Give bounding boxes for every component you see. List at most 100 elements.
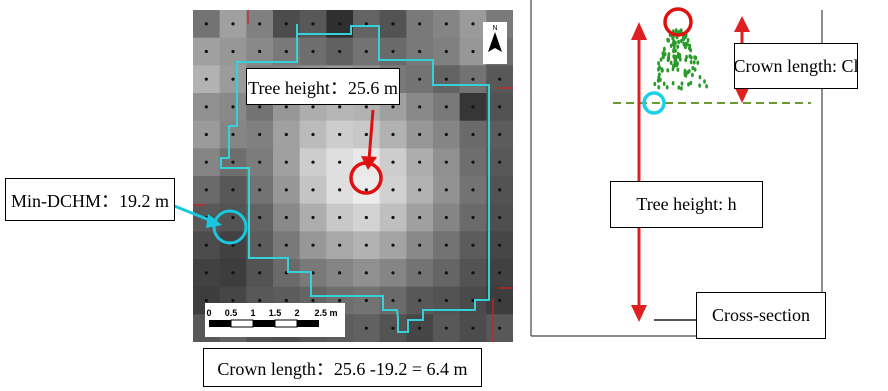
grid-point bbox=[204, 160, 208, 164]
leaf-point bbox=[667, 56, 671, 62]
grid-point bbox=[364, 22, 368, 26]
grid-point bbox=[338, 298, 342, 303]
leaf-point bbox=[683, 70, 687, 76]
grid-point bbox=[284, 298, 288, 303]
leaf-point bbox=[669, 60, 673, 65]
leaf-point bbox=[672, 63, 675, 69]
grid-point bbox=[338, 243, 342, 247]
grid-point bbox=[498, 160, 502, 164]
grid-point bbox=[471, 132, 475, 137]
grid-point bbox=[284, 160, 288, 164]
leaf-point bbox=[662, 47, 666, 52]
grid-point bbox=[471, 22, 475, 26]
leaf-point bbox=[689, 60, 693, 65]
grid-point bbox=[364, 215, 368, 220]
leaf-point bbox=[689, 55, 693, 60]
leaf-point bbox=[674, 48, 677, 53]
grid-point bbox=[364, 105, 368, 109]
leaf-point bbox=[659, 57, 663, 62]
leaf-point bbox=[678, 55, 682, 60]
grid-point bbox=[444, 215, 448, 220]
crown-outline bbox=[220, 24, 490, 333]
grid-point bbox=[204, 132, 208, 137]
leaf-point bbox=[693, 67, 697, 72]
grid-point bbox=[338, 22, 342, 26]
leaf-point bbox=[665, 85, 669, 90]
min-dchm-circle bbox=[212, 209, 248, 245]
tree-height-value: Tree height：25.6 m bbox=[248, 77, 398, 98]
grid-point bbox=[204, 271, 208, 275]
leaf-point bbox=[671, 81, 675, 86]
grid-point bbox=[444, 298, 448, 303]
grid-point bbox=[391, 188, 395, 192]
grid-point bbox=[418, 215, 422, 220]
grid-point bbox=[471, 243, 475, 247]
grid-point bbox=[498, 132, 502, 137]
leaf-point bbox=[683, 35, 687, 40]
grid-point bbox=[364, 132, 368, 137]
grid-point bbox=[444, 49, 448, 54]
leaf-point bbox=[698, 75, 702, 80]
grid-point bbox=[444, 22, 448, 26]
tree-height-h-callout: Tree height: h bbox=[610, 181, 763, 228]
crown-base-circle-cs bbox=[642, 91, 666, 115]
grid-point bbox=[418, 49, 422, 54]
min-dchm-callout: Min-DCHM：19.2 m bbox=[5, 178, 175, 221]
grid-point bbox=[258, 243, 262, 247]
grid-point bbox=[418, 243, 422, 247]
leaf-point bbox=[682, 41, 686, 47]
grid-point bbox=[284, 22, 288, 26]
grid-point bbox=[204, 105, 208, 109]
scale-tick: 1 bbox=[250, 308, 255, 318]
grid-point bbox=[364, 271, 368, 275]
grid-point bbox=[311, 243, 315, 247]
grid-point bbox=[284, 215, 288, 220]
grid-point bbox=[364, 243, 368, 247]
grid-point bbox=[258, 298, 262, 303]
leaf-point bbox=[672, 54, 676, 59]
leaf-point bbox=[680, 38, 683, 44]
grid-point bbox=[471, 215, 475, 220]
grid-point bbox=[258, 105, 262, 109]
north-arrow-icon: N bbox=[483, 22, 507, 64]
leaf-point bbox=[703, 79, 706, 84]
leaf-point bbox=[667, 52, 671, 57]
leaf-point bbox=[678, 29, 681, 34]
grid-point bbox=[498, 188, 502, 192]
grid-point bbox=[284, 188, 288, 192]
scale-tick: 2 bbox=[294, 308, 299, 318]
scale-tick: 0 bbox=[206, 308, 211, 318]
grid-point bbox=[364, 188, 368, 192]
grid-point bbox=[391, 132, 395, 137]
grid-point bbox=[284, 243, 288, 247]
scale-tick: 0.5 bbox=[225, 308, 238, 318]
leaf-point bbox=[698, 83, 702, 88]
grid-point bbox=[338, 188, 342, 192]
grid-point bbox=[258, 49, 262, 54]
leaf-point bbox=[676, 51, 680, 57]
leaf-point bbox=[684, 57, 688, 63]
grid-point bbox=[311, 298, 315, 303]
grid-point bbox=[391, 298, 395, 303]
leaf-point bbox=[686, 70, 689, 75]
leaf-point bbox=[661, 68, 664, 73]
grid-point bbox=[311, 105, 315, 109]
leaf-point bbox=[658, 77, 662, 83]
tree-height-h-label: Tree height: h bbox=[636, 194, 737, 214]
leaf-point bbox=[673, 43, 676, 49]
leaf-point bbox=[677, 85, 681, 90]
leaf-point bbox=[653, 81, 657, 87]
tree-height-callout: Tree height：25.6 m bbox=[246, 68, 400, 105]
dchm-raster-map: N 0 0.5 1 1.5 2 2.5 m bbox=[193, 10, 513, 342]
grid-point bbox=[231, 105, 235, 109]
leaf-point bbox=[658, 65, 661, 70]
dchm-grid bbox=[193, 10, 513, 342]
leaf-point bbox=[657, 61, 660, 66]
grid-point bbox=[204, 188, 208, 192]
leaf-point bbox=[705, 84, 708, 89]
leaf-point bbox=[666, 68, 670, 73]
leaf-point bbox=[696, 60, 700, 65]
grid-point bbox=[311, 188, 315, 192]
grid-point bbox=[471, 49, 475, 54]
scale-bar: 0 0.5 1 1.5 2 2.5 m bbox=[205, 303, 345, 337]
